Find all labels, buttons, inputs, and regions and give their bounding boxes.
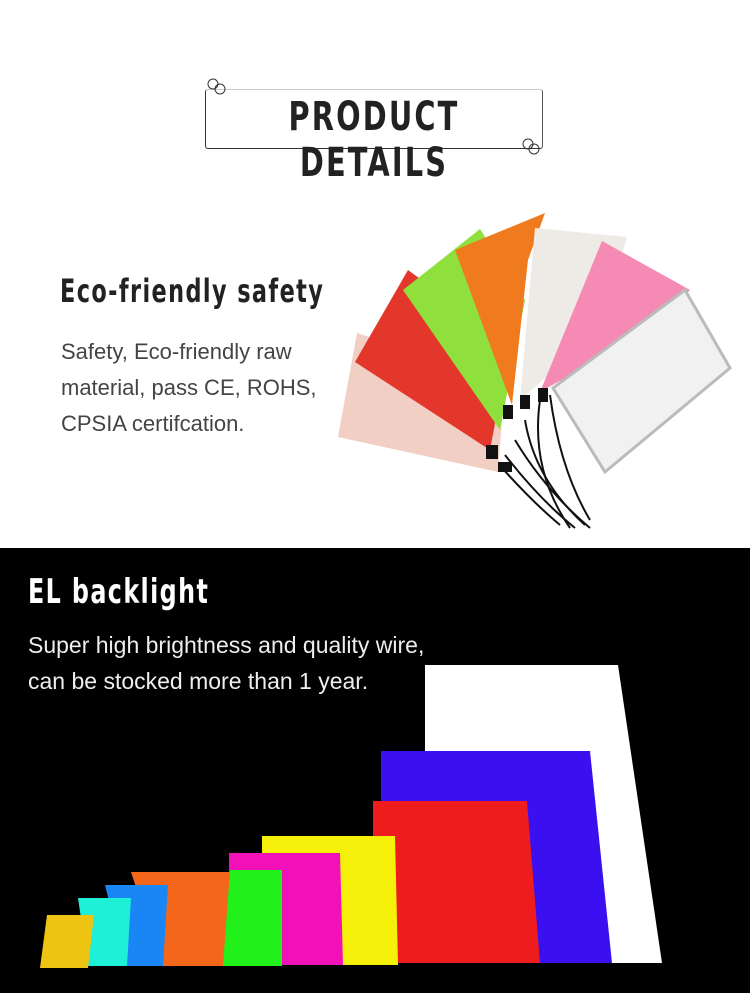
page-title: PRODUCT DETAILS xyxy=(288,94,460,186)
backlight-text-line: can be stocked more than 1 year. xyxy=(28,668,369,694)
eco-section: PRODUCT DETAILS Eco-friendly safety Safe… xyxy=(60,78,732,529)
eco-text-line: Safety, Eco-friendly raw xyxy=(61,339,292,364)
backlight-heading: EL backlight xyxy=(28,572,210,612)
fan-panel xyxy=(455,213,545,405)
el-panel xyxy=(40,915,94,968)
fan-panel xyxy=(550,287,732,475)
title-frame: PRODUCT DETAILS xyxy=(205,89,543,186)
backlight-text-line: Super high brightness and quality wire, xyxy=(28,632,425,658)
backlight-section: EL backlight Super high brightness and q… xyxy=(0,548,750,993)
ring-decoration-icon xyxy=(207,78,540,155)
fan-panel xyxy=(540,241,690,392)
el-panel-fan-image xyxy=(338,213,732,529)
el-panel xyxy=(373,801,540,963)
el-panels-size-image xyxy=(40,665,662,968)
connector xyxy=(486,445,498,459)
el-panel xyxy=(223,870,282,966)
eco-text-line: material, pass CE, ROHS, xyxy=(61,375,317,400)
eco-heading: Eco-friendly safety xyxy=(60,272,325,310)
eco-text-line: CPSIA certifcation. xyxy=(61,411,245,436)
fan-panel xyxy=(355,270,510,450)
